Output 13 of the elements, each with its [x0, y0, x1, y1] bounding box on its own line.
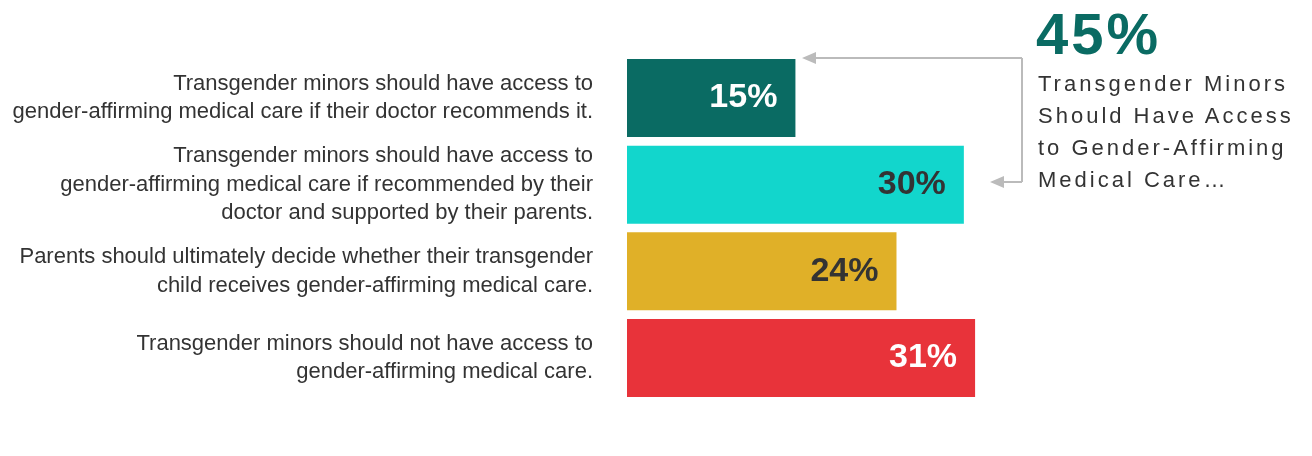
y-tick-label: Transgender minors should not have access to gender-affirming medical care.	[136, 329, 593, 384]
y-tick-label: Parents should ultimately decide whether their transgender child receives gender-affirming medical care.	[19, 243, 593, 297]
y-tick-label: Transgender minors should have access to gender-affirming medical care if recommended by their doctor and supported by their parents.	[60, 142, 593, 225]
bar	[627, 232, 897, 311]
data-label: 15%	[709, 76, 778, 115]
bar	[627, 319, 976, 398]
text: Transgender Minors Should Have Access to Gender-Affirming Medical Care…	[1038, 70, 1295, 194]
y-tick-label: Transgender minors should have access to gender-affirming medical care if their doctor recommends it.	[12, 69, 593, 124]
bar	[627, 58, 796, 137]
text: 45%	[1036, 0, 1162, 67]
data-label: 30%	[877, 163, 946, 202]
data-label: 24%	[810, 249, 879, 288]
data-label: 31%	[889, 336, 958, 375]
